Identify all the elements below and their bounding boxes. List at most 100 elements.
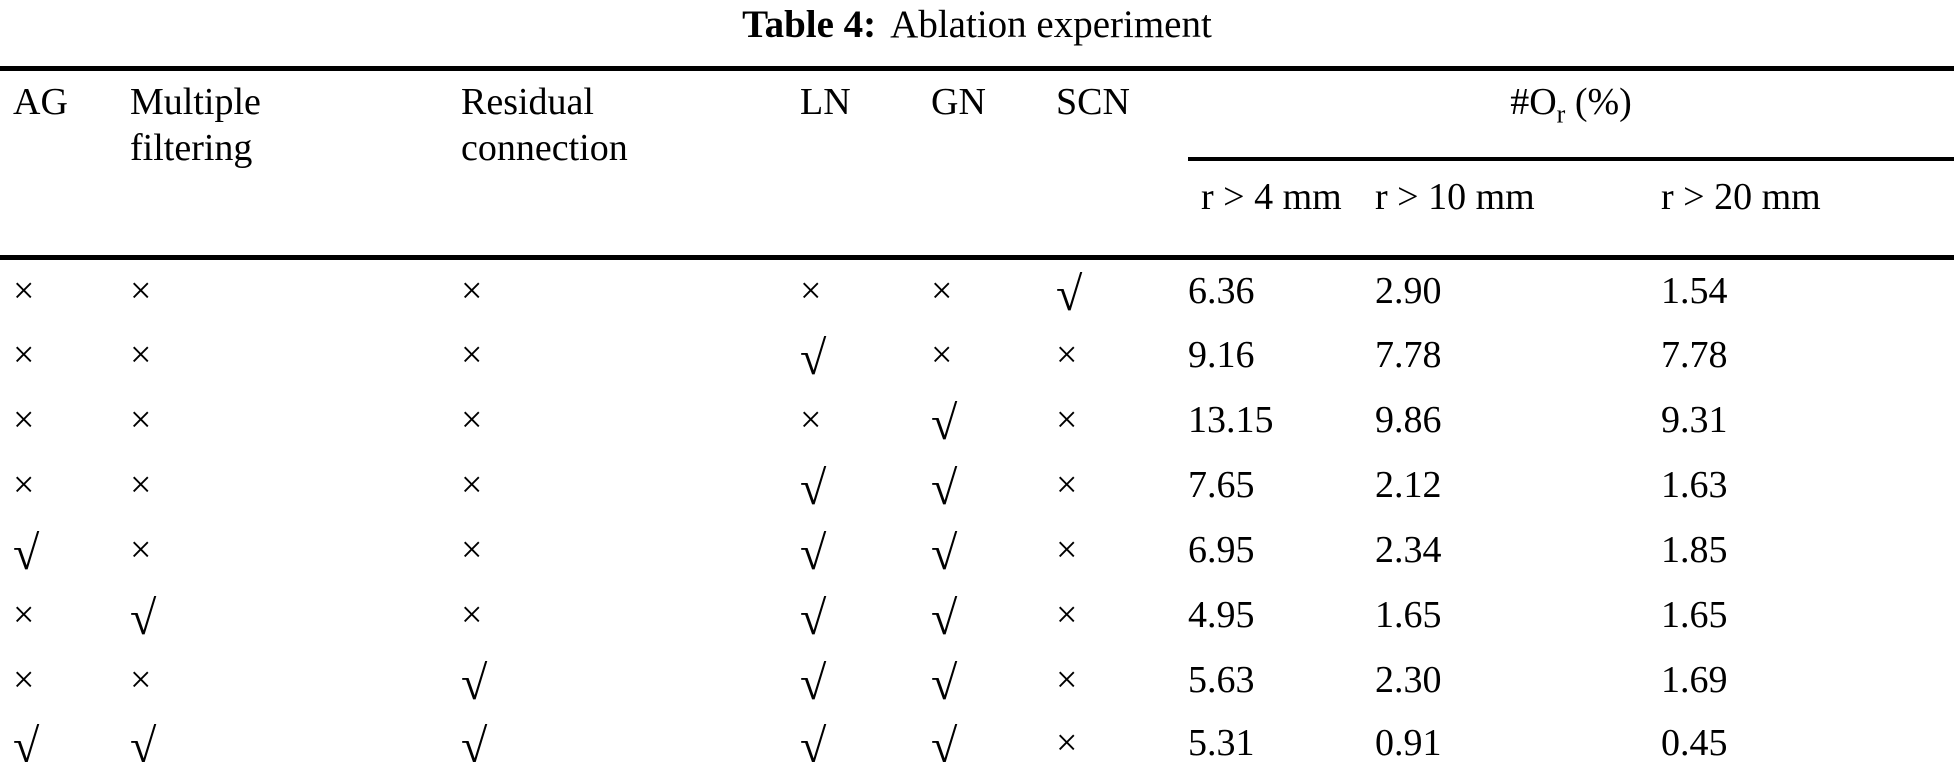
col-header-scn: SCN xyxy=(1056,81,1130,123)
col-header-r-gt-4mm: r > 4 mm xyxy=(1201,176,1342,218)
check-mark: √ xyxy=(931,397,958,450)
value-cell: 5.31 xyxy=(1188,722,1255,762)
check-mark: √ xyxy=(13,720,40,762)
cross-mark: × xyxy=(1056,722,1078,762)
cross-mark: × xyxy=(1056,659,1078,701)
check-mark: √ xyxy=(931,657,958,710)
cross-mark: × xyxy=(461,529,483,571)
cross-mark: × xyxy=(461,334,483,376)
cross-mark: × xyxy=(800,399,822,441)
col-header-gn: GN xyxy=(931,81,986,123)
table-caption-title: Ablation experiment xyxy=(890,3,1212,46)
table-row: × √ × √ √ × 4.95 1.65 1.65 xyxy=(0,583,1954,648)
cross-mark: × xyxy=(1056,529,1078,571)
value-cell: 9.31 xyxy=(1661,399,1728,441)
cross-mark: × xyxy=(931,270,953,313)
table-row: × × × √ × × 9.16 7.78 7.78 xyxy=(0,323,1954,388)
value-cell: 13.15 xyxy=(1188,399,1274,441)
col-header-ln: LN xyxy=(800,81,851,123)
col-header-ag: AG xyxy=(13,81,68,123)
cross-mark: × xyxy=(461,399,483,441)
cross-mark: × xyxy=(1056,334,1078,376)
cross-mark: × xyxy=(13,334,35,376)
cross-mark: × xyxy=(13,594,35,636)
cross-mark: × xyxy=(130,334,152,376)
value-cell: 9.16 xyxy=(1188,334,1255,376)
value-cell: 1.65 xyxy=(1661,594,1728,636)
cross-mark: × xyxy=(13,399,35,441)
or-suffix: (%) xyxy=(1565,81,1632,123)
value-cell: 5.63 xyxy=(1188,659,1255,701)
col-header-multiple-filtering: Multiple filtering xyxy=(130,81,261,169)
value-cell: 2.90 xyxy=(1375,270,1442,313)
cross-mark: × xyxy=(130,464,152,506)
value-cell: 9.86 xyxy=(1375,399,1442,441)
table-body: × × × × × √ 6.36 2.90 1.54 × × × √ × × 9… xyxy=(0,257,1954,762)
cross-mark: × xyxy=(1056,399,1078,441)
table-row: √ × × √ √ × 6.95 2.34 1.85 xyxy=(0,518,1954,583)
value-cell: 1.63 xyxy=(1661,464,1728,506)
check-mark: √ xyxy=(800,592,827,645)
check-mark: √ xyxy=(931,462,958,515)
cross-mark: × xyxy=(13,464,35,506)
value-cell: 1.85 xyxy=(1661,529,1728,571)
cross-mark: × xyxy=(13,270,35,313)
value-cell: 2.12 xyxy=(1375,464,1442,506)
check-mark: √ xyxy=(931,527,958,580)
check-mark: √ xyxy=(931,592,958,645)
col-header-residual-connection: Residual connection xyxy=(461,81,628,169)
table-row: × × × × × √ 6.36 2.90 1.54 xyxy=(0,258,1954,323)
cross-mark: × xyxy=(13,659,35,701)
value-cell: 2.30 xyxy=(1375,659,1442,701)
cross-mark: × xyxy=(1056,594,1078,636)
table-row: √ √ √ √ √ × 5.31 0.91 0.45 xyxy=(0,713,1954,762)
col-header-r-gt-10mm: r > 10 mm xyxy=(1375,176,1535,218)
check-mark: √ xyxy=(800,332,827,385)
cross-mark: × xyxy=(1056,464,1078,506)
cross-mark: × xyxy=(461,270,483,313)
value-cell: 7.65 xyxy=(1188,464,1255,506)
value-cell: 2.34 xyxy=(1375,529,1442,571)
check-mark: √ xyxy=(800,462,827,515)
value-cell: 6.36 xyxy=(1188,270,1255,313)
col-group-header-or-percent: #Or (%) xyxy=(1188,68,1954,161)
cross-mark: × xyxy=(130,529,152,571)
cross-mark: × xyxy=(130,659,152,701)
table-header: AG Multiple filtering Residual connectio… xyxy=(0,68,1954,258)
check-mark: √ xyxy=(461,720,488,762)
value-cell: 0.91 xyxy=(1375,722,1442,762)
or-prefix: #O xyxy=(1510,81,1557,123)
cross-mark: × xyxy=(800,270,822,313)
cross-mark: × xyxy=(461,594,483,636)
value-cell: 4.95 xyxy=(1188,594,1255,636)
check-mark: √ xyxy=(931,720,958,762)
check-mark: √ xyxy=(461,657,488,710)
table-caption-label: Table 4: xyxy=(742,3,877,46)
check-mark: √ xyxy=(800,720,827,762)
col-header-r-gt-20mm: r > 20 mm xyxy=(1661,176,1821,218)
value-cell: 7.78 xyxy=(1661,334,1728,376)
value-cell: 1.54 xyxy=(1661,270,1728,313)
value-cell: 1.69 xyxy=(1661,659,1728,701)
check-mark: √ xyxy=(800,527,827,580)
value-cell: 1.65 xyxy=(1375,594,1442,636)
cross-mark: × xyxy=(461,464,483,506)
check-mark: √ xyxy=(800,657,827,710)
table-row: × × × √ √ × 7.65 2.12 1.63 xyxy=(0,453,1954,518)
or-subscript: r xyxy=(1556,99,1566,129)
value-cell: 0.45 xyxy=(1661,722,1728,762)
check-mark: √ xyxy=(130,592,157,645)
cross-mark: × xyxy=(931,334,953,376)
value-cell: 6.95 xyxy=(1188,529,1255,571)
check-mark: √ xyxy=(1056,268,1083,322)
check-mark: √ xyxy=(130,720,157,762)
cross-mark: × xyxy=(130,270,152,313)
table-caption: Table 4: Ablation experiment xyxy=(0,0,1954,47)
cross-mark: × xyxy=(130,399,152,441)
check-mark: √ xyxy=(13,527,40,580)
table-row: × × √ √ √ × 5.63 2.30 1.69 xyxy=(0,648,1954,713)
table-row: × × × × √ × 13.15 9.86 9.31 xyxy=(0,388,1954,453)
value-cell: 7.78 xyxy=(1375,334,1442,376)
ablation-table: AG Multiple filtering Residual connectio… xyxy=(0,66,1954,762)
